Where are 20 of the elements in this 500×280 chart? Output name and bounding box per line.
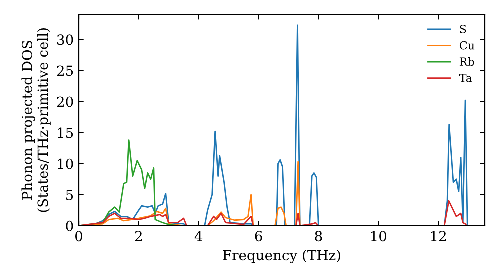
y-axis-title: Phonon projected DOS (States/THz·primitive cell) [22, 28, 51, 212]
x-tick-label: 12 [431, 231, 446, 242]
x-tick-label: 2 [135, 231, 142, 242]
legend-label: Ta [459, 74, 472, 82]
y-tick-label: 10 [58, 158, 74, 170]
y-tick-label: 25 [57, 66, 74, 76]
x-tick-label: 6 [255, 231, 262, 242]
legend-label: Cu [460, 41, 475, 50]
y-tick-label: 20 [57, 96, 74, 108]
x-tick-label: 8 [315, 231, 322, 242]
legend-label: Rb [460, 57, 474, 66]
legend-label: S [460, 25, 466, 34]
x-tick-label: 0 [75, 231, 82, 242]
y-tick-label: 5 [66, 190, 74, 200]
x-axis-title: Frequency (THz) [223, 250, 340, 264]
y-tick-label: 0 [66, 220, 74, 232]
y-tick-label: 30 [58, 34, 74, 46]
y-tick-label: 15 [58, 128, 74, 138]
x-tick-label: 4 [194, 231, 203, 242]
x-tick-label: 10 [371, 231, 387, 242]
